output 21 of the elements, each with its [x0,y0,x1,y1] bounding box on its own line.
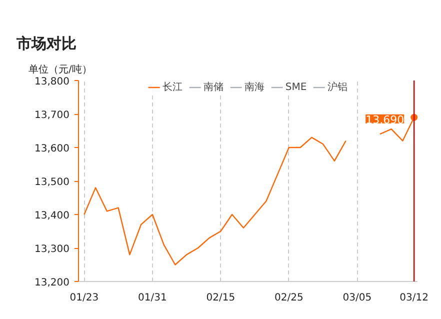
legend-label: 南海 [244,80,264,94]
y-tick-label: 13,700 [34,110,70,121]
legend-label: SME [285,81,307,93]
y-tick-label: 13,500 [34,177,70,188]
legend-label: 长江 [162,80,182,94]
y-tick-label: 13,400 [34,210,70,222]
x-tick-label: 01/31 [138,292,167,304]
legend-label: 沪铝 [328,80,348,94]
y-tick-label: 13,200 [34,278,70,288]
legend-label: 南储 [203,80,224,94]
x-tick-label: 02/25 [274,292,304,304]
x-tick-label: 01/23 [70,292,99,304]
y-axis-title: 单位（元/吨） [28,64,92,76]
annotation: 13,690 [366,113,404,126]
y-tick-label: 13,300 [34,244,70,255]
chart-title: 市场对比 [16,34,76,52]
x-tick-label: 02/15 [206,292,236,304]
x-tick-label: 03/05 [342,292,372,304]
x-tick-label: 03/12 [400,292,429,304]
y-tick-label: 13,800 [34,76,70,88]
y-tick-label: 13,600 [34,144,70,154]
